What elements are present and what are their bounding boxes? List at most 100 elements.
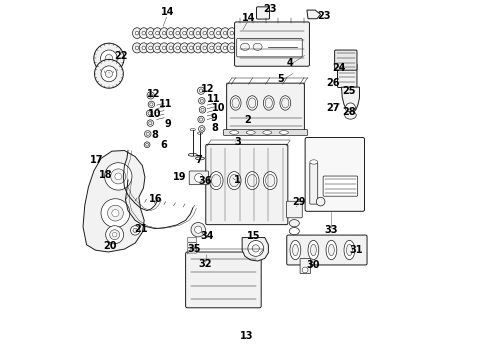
Ellipse shape [188, 153, 197, 156]
Ellipse shape [229, 175, 239, 187]
Ellipse shape [241, 43, 249, 50]
Text: 36: 36 [198, 176, 211, 186]
Ellipse shape [344, 240, 355, 260]
Text: 32: 32 [198, 258, 212, 269]
Ellipse shape [149, 46, 152, 50]
Ellipse shape [132, 43, 142, 53]
Circle shape [199, 89, 203, 93]
Ellipse shape [162, 31, 166, 35]
Ellipse shape [241, 43, 250, 53]
Text: 13: 13 [240, 330, 253, 341]
FancyBboxPatch shape [227, 83, 304, 132]
Ellipse shape [247, 96, 258, 110]
Circle shape [145, 131, 151, 137]
Circle shape [106, 226, 123, 244]
Text: 15: 15 [247, 231, 261, 241]
Text: 11: 11 [159, 99, 172, 109]
Text: 6: 6 [161, 140, 168, 150]
Ellipse shape [135, 31, 139, 35]
Text: 5: 5 [278, 74, 284, 84]
Ellipse shape [190, 46, 193, 50]
Ellipse shape [180, 28, 189, 39]
Text: 24: 24 [332, 63, 345, 73]
Ellipse shape [250, 31, 254, 35]
Ellipse shape [135, 46, 139, 50]
FancyBboxPatch shape [257, 7, 270, 19]
Circle shape [105, 70, 113, 77]
Text: 21: 21 [134, 224, 147, 234]
Ellipse shape [200, 43, 209, 53]
Ellipse shape [183, 46, 186, 50]
Circle shape [302, 267, 308, 273]
Ellipse shape [187, 43, 196, 53]
Text: 14: 14 [242, 13, 255, 23]
Circle shape [107, 205, 123, 221]
Circle shape [345, 103, 356, 113]
FancyBboxPatch shape [286, 201, 302, 218]
Ellipse shape [203, 46, 207, 50]
Text: 9: 9 [164, 119, 171, 129]
Ellipse shape [169, 46, 172, 50]
Ellipse shape [210, 31, 213, 35]
FancyBboxPatch shape [300, 258, 311, 274]
FancyBboxPatch shape [186, 252, 261, 308]
Circle shape [146, 132, 149, 135]
Polygon shape [242, 238, 269, 261]
Ellipse shape [173, 28, 182, 39]
Ellipse shape [180, 43, 189, 53]
Ellipse shape [139, 43, 148, 53]
Ellipse shape [132, 28, 142, 39]
Ellipse shape [190, 129, 196, 131]
FancyBboxPatch shape [223, 130, 308, 135]
Ellipse shape [244, 46, 247, 50]
Circle shape [111, 169, 126, 184]
Text: 20: 20 [103, 240, 117, 251]
Circle shape [195, 174, 203, 182]
Ellipse shape [200, 28, 209, 39]
Ellipse shape [149, 31, 152, 35]
Ellipse shape [160, 43, 169, 53]
Text: 2: 2 [245, 114, 251, 125]
Ellipse shape [155, 31, 159, 35]
Ellipse shape [248, 43, 257, 53]
Ellipse shape [194, 43, 202, 53]
FancyBboxPatch shape [287, 235, 367, 265]
Text: 1: 1 [234, 175, 241, 185]
Text: 23: 23 [264, 4, 277, 14]
Text: 10: 10 [148, 109, 162, 120]
Text: 26: 26 [326, 78, 340, 88]
Ellipse shape [153, 43, 162, 53]
Ellipse shape [326, 240, 337, 260]
FancyBboxPatch shape [188, 248, 196, 253]
Ellipse shape [176, 31, 179, 35]
Text: 18: 18 [98, 170, 112, 180]
Ellipse shape [230, 131, 239, 134]
Ellipse shape [266, 175, 275, 187]
Ellipse shape [230, 31, 234, 35]
Ellipse shape [217, 31, 220, 35]
Circle shape [149, 94, 152, 97]
FancyBboxPatch shape [335, 50, 357, 70]
Circle shape [130, 226, 140, 235]
Ellipse shape [263, 131, 272, 134]
Circle shape [133, 228, 137, 233]
FancyBboxPatch shape [305, 138, 365, 211]
Ellipse shape [234, 43, 243, 53]
Ellipse shape [139, 28, 148, 39]
Text: 7: 7 [196, 155, 202, 165]
Circle shape [198, 116, 204, 123]
Ellipse shape [146, 28, 155, 39]
Ellipse shape [142, 31, 146, 35]
Ellipse shape [160, 28, 169, 39]
Ellipse shape [153, 28, 162, 39]
Circle shape [100, 50, 117, 67]
Ellipse shape [289, 220, 299, 227]
Ellipse shape [346, 244, 352, 256]
Ellipse shape [227, 172, 241, 190]
Circle shape [115, 173, 122, 180]
Circle shape [316, 197, 325, 206]
Circle shape [198, 126, 205, 132]
Ellipse shape [282, 98, 289, 108]
Circle shape [252, 245, 259, 252]
Ellipse shape [237, 46, 241, 50]
